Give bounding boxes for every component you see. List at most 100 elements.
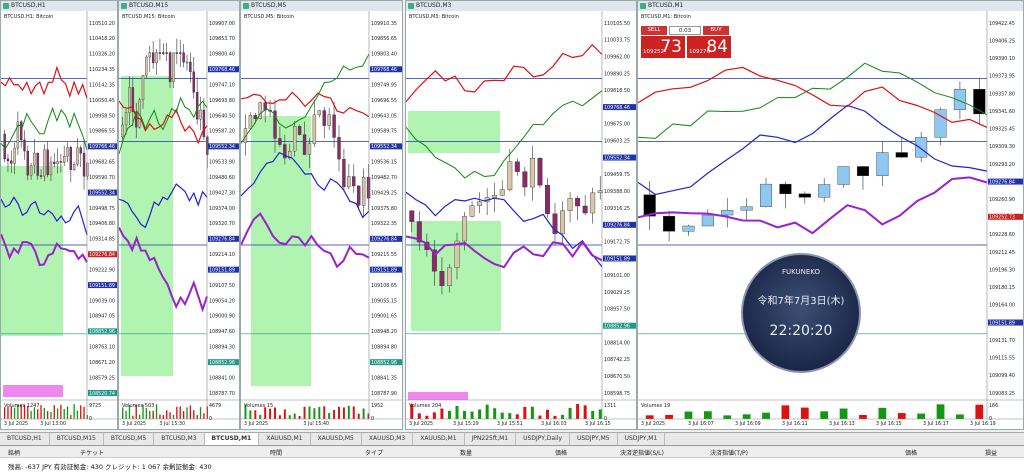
candle [366, 176, 371, 199]
volume-bar [288, 415, 291, 419]
price-marker [370, 66, 402, 73]
volume-bar [684, 411, 693, 419]
candle [663, 215, 676, 232]
volume-scale: 1952 [371, 403, 383, 409]
volume-bar [298, 415, 301, 419]
candle [121, 124, 124, 138]
volume-scale: 1311 [604, 403, 616, 409]
volume-bar [493, 408, 497, 419]
volume-bar [179, 406, 181, 419]
volume-scale: 0 [209, 416, 212, 422]
volume-bar [264, 407, 267, 419]
price-label: 109039.00 [89, 298, 115, 304]
price-label: 108841.00 [209, 375, 235, 381]
chart-tab[interactable]: XAUUSD,M1 [259, 433, 311, 445]
volume-bar [347, 405, 350, 419]
volume-bar [432, 412, 436, 419]
volume-bar [591, 410, 595, 419]
chart-tabs: BTCUSD,H1 BTCUSD,M15 BTCUSD,M5 BTCUSD,M3 BTC… [0, 432, 1024, 445]
volume-bar [66, 406, 69, 419]
chart-tab[interactable]: XAUUSD,M5 [311, 433, 362, 445]
chart-tab[interactable]: JPN225ft,M1 [465, 433, 517, 445]
price-marker-label: 109276.84 [209, 237, 235, 243]
candle [357, 185, 361, 206]
price-label: 109314.85 [89, 237, 115, 243]
account-status: 残高: -637 JPY 有効証拠金: 430 クレジット: 1 067 余剰証… [8, 463, 212, 471]
clock-date: 令和7年7月3日(木) [757, 296, 845, 307]
price-marker [370, 143, 402, 150]
price-marker-label: 109552.34 [604, 155, 630, 161]
price-label: 108742.25 [604, 357, 630, 363]
price-label: 109856.65 [371, 36, 397, 42]
price-label: 109907.00 [209, 21, 235, 27]
volume-bar [338, 406, 340, 419]
time-label: 3 Jul 16:07 [688, 421, 714, 427]
candle [158, 52, 162, 54]
candle [53, 161, 56, 165]
candle [529, 158, 535, 188]
time-label: 3 Jul 16:03 [541, 421, 567, 427]
price-label: 109482.70 [371, 175, 397, 181]
column-header: 損益 [985, 450, 998, 457]
chart-tab[interactable]: USDJPY,M1 [618, 433, 666, 445]
price-label: 108579.25 [89, 375, 115, 381]
price-marker [88, 282, 117, 289]
time-label: 3 Jul 2025 [244, 421, 268, 427]
moving-average [119, 96, 208, 155]
volume-bar [470, 411, 474, 419]
chart-subtitle: BTCUSD,M5: Bitcoin [244, 14, 294, 20]
volume-bar [132, 415, 134, 419]
price-label: 109214.10 [209, 252, 235, 258]
chart-tab[interactable]: USDJPY,Daily [516, 433, 570, 445]
sell-price-small: 109252 [643, 49, 664, 55]
price-label: 109357.80 [989, 91, 1015, 97]
price-marker [370, 359, 402, 366]
buy-button[interactable]: BUY [703, 26, 729, 35]
chart-tab[interactable]: BTCUSD,H1 [0, 433, 50, 445]
price-label: 108598.75 [604, 391, 630, 397]
sell-price[interactable]: 109252 73 [641, 36, 685, 58]
sell-button[interactable]: SELL [641, 26, 667, 35]
price-marker [988, 178, 1023, 185]
chart-tab[interactable]: XAUUSD,M3 [362, 433, 414, 445]
moving-average [241, 151, 370, 219]
volume-bar [598, 409, 602, 419]
price-label: 109890.25 [604, 71, 630, 77]
volume-bar [665, 414, 673, 419]
price-label: 110142.35 [89, 82, 115, 88]
candle [439, 271, 445, 286]
candle [837, 166, 850, 185]
chart-tab[interactable]: BTCUSD,M5 [104, 433, 155, 445]
candle [23, 139, 26, 152]
candle [165, 52, 168, 54]
candle [175, 52, 179, 54]
price-label: 109375.80 [371, 206, 397, 212]
price-label: 109325.45 [989, 127, 1015, 133]
price-label: 109853.70 [209, 36, 235, 42]
chart-tab[interactable]: BTCUSD,M15 [50, 433, 104, 445]
chart-tab[interactable]: BTCUSD,M3 [154, 433, 205, 445]
candle [973, 88, 986, 115]
candle [575, 198, 581, 207]
column-header: 数量 [460, 450, 473, 457]
chart-canvas: BTCUSD,H1: Bitcoin 110510.20 110418.20 1103… [1, 11, 117, 427]
chart-tab[interactable]: USDJPY,M5 [570, 433, 618, 445]
price-label: 109260.90 [989, 197, 1015, 203]
time-label: 3 Jul 16:15 [585, 421, 611, 427]
price-marker [208, 359, 239, 366]
candle [6, 158, 10, 162]
zone [3, 385, 63, 397]
price-label: 109374.00 [209, 206, 235, 212]
volume-bar [186, 407, 188, 419]
buy-price[interactable]: 109276 84 [687, 36, 731, 58]
chart-tab[interactable]: BTCUSD,M1 [204, 433, 260, 445]
price-label: 109590.70 [89, 175, 115, 181]
terminal: 銘柄 チケット 時間 タイプ 数量 価格 決済逆指値(S/L) 決済指値(T/P) 価格 損益 残… [0, 445, 1024, 472]
volume-bar [545, 409, 549, 419]
volume-bar [145, 407, 148, 419]
chart-tab[interactable]: XAUUSD,M1 [413, 433, 465, 445]
candle [39, 175, 43, 177]
moving-average [1, 196, 88, 236]
lot-input[interactable]: 0.03 [669, 26, 701, 35]
moving-average [241, 212, 370, 269]
